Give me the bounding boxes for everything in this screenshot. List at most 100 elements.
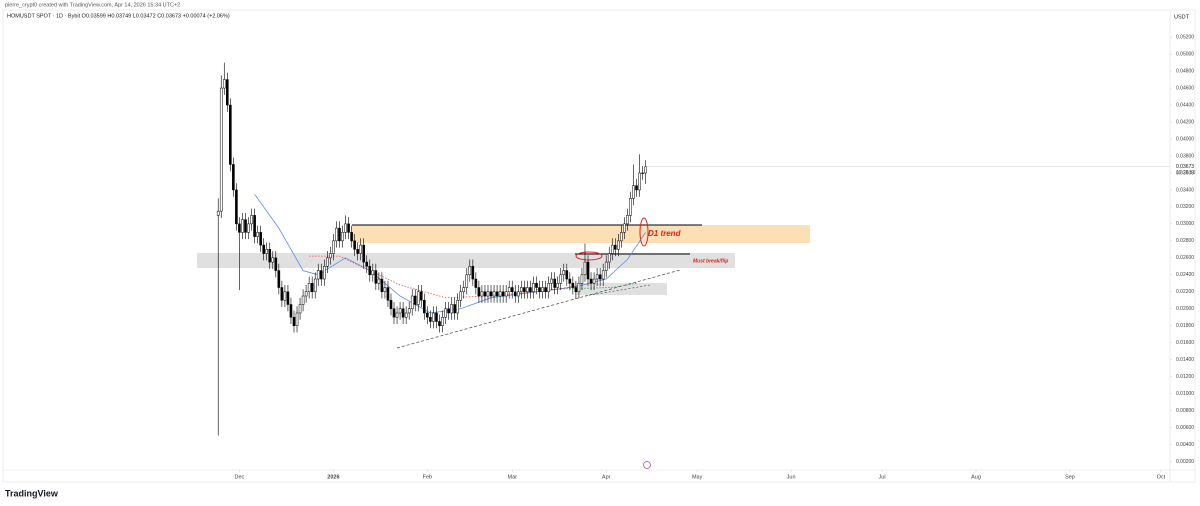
candle-body (413, 295, 417, 305)
y-tick-label: 0.01000 (1176, 391, 1194, 397)
candle-body (550, 278, 553, 284)
candle-body (644, 166, 647, 174)
candle-body (386, 287, 390, 301)
candle-body (459, 291, 463, 301)
candle-body (368, 266, 372, 276)
candle-body (426, 312, 429, 318)
y-tick-label: 0.02000 (1176, 306, 1194, 312)
candle-body (377, 278, 381, 284)
candle-body (423, 300, 426, 314)
candle-body (359, 244, 362, 254)
candle-body (259, 232, 262, 246)
candle-body (468, 266, 472, 276)
x-tick-label: Dec (235, 474, 245, 480)
candle-body (586, 261, 590, 280)
candle-body (632, 185, 635, 199)
y-tick-label: 0.03800 (1176, 153, 1194, 159)
candle-body (535, 283, 538, 288)
x-tick-label: Mar (507, 474, 517, 480)
candle-body (553, 278, 556, 288)
candle-body (480, 291, 484, 297)
candle-body (362, 244, 366, 263)
candle-body (341, 232, 344, 242)
x-tick-label: Apr (602, 474, 611, 480)
y-tick-label: 0.00400 (1176, 442, 1194, 448)
y-tick-label: 0.04400 (1176, 102, 1194, 108)
candle-body (529, 287, 532, 293)
candle-body (268, 249, 272, 263)
event-icon[interactable] (643, 461, 651, 469)
candle-body (574, 287, 578, 293)
candle-body (435, 312, 438, 322)
y-tick-label: 0.02200 (1176, 289, 1194, 295)
candle-body (356, 249, 359, 254)
trend-line (396, 269, 681, 349)
candle-body (380, 278, 384, 293)
y-tick-label: 0.00800 (1176, 408, 1194, 414)
x-tick-label: Feb (423, 474, 432, 480)
candle-body (523, 287, 526, 293)
candle-body (256, 232, 259, 237)
y-tick-label: 0.01200 (1176, 374, 1194, 380)
candle-body (617, 240, 620, 250)
candle-body (465, 274, 469, 288)
highlight-ellipse (639, 217, 649, 247)
candle-body (395, 312, 399, 318)
y-tick-label: 0.04600 (1176, 85, 1194, 91)
candle-body (253, 215, 256, 237)
candle-body (216, 210, 220, 216)
candle-body (613, 244, 617, 250)
candle-body (589, 278, 593, 284)
y-tick-label: 0.02800 (1176, 238, 1194, 244)
candle-body (486, 291, 490, 297)
candle-body (274, 257, 278, 271)
candle-body (301, 295, 305, 305)
candle-body (520, 287, 523, 293)
candle-body (229, 104, 232, 165)
candle-body (319, 270, 323, 280)
candle-body (265, 249, 269, 254)
candle-body (326, 257, 329, 267)
candle-body (338, 227, 341, 242)
candle-body (483, 291, 487, 297)
support-zone (575, 283, 667, 295)
candle-body (447, 308, 450, 314)
candle-body (532, 283, 535, 293)
y-tick-label: 0.01800 (1176, 323, 1194, 329)
y-tick-label: 0.03200 (1176, 204, 1194, 210)
candle-body (316, 270, 320, 280)
candle-body (495, 291, 499, 297)
countdown: 10:25:50 (1176, 170, 1196, 176)
candle-body (247, 223, 250, 233)
candle-body (610, 244, 614, 254)
candle-body (568, 278, 572, 284)
candle-body (562, 270, 566, 276)
currency: USDT (1174, 14, 1190, 20)
candle-body (544, 287, 547, 293)
candle-body (332, 240, 335, 254)
candle-body (389, 300, 393, 309)
candle-body (583, 261, 587, 276)
candle-body (222, 79, 226, 89)
candle-body (238, 223, 241, 233)
candle-body (595, 274, 599, 280)
candle-body (232, 164, 235, 191)
y-tick-label: 0.01400 (1176, 357, 1194, 363)
candle-body (498, 291, 502, 297)
candle-body (547, 283, 550, 293)
candle-body (410, 295, 414, 309)
candle-body (283, 291, 287, 301)
candle-body (295, 312, 299, 326)
candle-body (441, 316, 444, 326)
candle-body (226, 79, 229, 106)
highlight-ellipse (575, 251, 603, 261)
candle-body (607, 253, 611, 263)
y-tick-label: 0.05000 (1176, 51, 1194, 57)
candle-body (513, 291, 517, 297)
candle-body (538, 287, 541, 293)
candle-body (438, 321, 441, 326)
candle-body (392, 308, 396, 318)
candle-body (462, 287, 466, 293)
candle-body (456, 300, 459, 314)
